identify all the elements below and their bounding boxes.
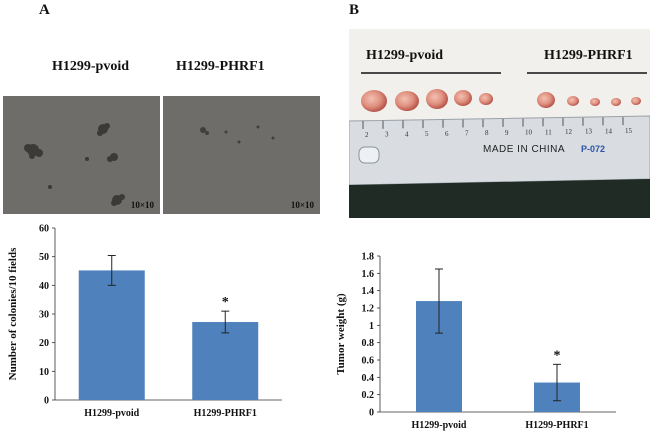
ruler-ticks: 2 3 4 5 6 7 8 9 10 11 12 13 14 15 (362, 117, 633, 139)
colony-count-chart: 0 10 20 30 40 50 60 Number of colonies/10 field… (7, 224, 282, 419)
panel-b-label-pvoid: H1299-pvoid (366, 48, 444, 63)
y-tick-label: 1.6 (362, 269, 375, 280)
x-tick-label: H1299-pvoid (411, 420, 466, 431)
y-tick-label: 1.2 (362, 304, 375, 315)
y-tick-label: 60 (39, 224, 49, 235)
bar-1 (78, 270, 145, 400)
ruler-number: 12 (565, 128, 573, 136)
tumor-10 (631, 97, 641, 105)
magnification-label-phrf1: 10×10 (290, 200, 314, 210)
ruler-number: 3 (385, 131, 389, 139)
tumor-9 (611, 98, 621, 106)
micrograph-pvoid: 10×10 (3, 96, 160, 214)
ruler-number: 9 (505, 129, 509, 137)
x-tick-label: H1299-pvoid (84, 408, 139, 419)
tumor-6 (537, 92, 555, 108)
y-tick-label: 0 (44, 396, 49, 407)
ruler-number: 4 (405, 130, 409, 138)
tumor-3 (426, 89, 448, 109)
ruler-number: 13 (585, 128, 593, 136)
colony-clusters-phrf1 (200, 125, 275, 144)
ruler-number: 5 (425, 130, 429, 138)
y-tick-label: 10 (39, 367, 49, 378)
tumor-8 (590, 98, 600, 106)
y-tick-label: 1.8 (362, 252, 375, 263)
tumor-photo: 2 3 4 5 6 7 8 9 10 11 12 13 14 15 H1299-pvoid H1299-P… (349, 29, 650, 218)
micrograph-phrf1: 10×10 (163, 96, 320, 214)
ruler-number: 8 (485, 129, 489, 137)
ruler-number: 2 (365, 131, 369, 139)
y-tick-label: 1 (369, 321, 374, 332)
ruler-number: 15 (625, 127, 633, 135)
tumor-1 (361, 90, 387, 112)
x-tick-label: H1299-PHRF1 (525, 420, 588, 431)
ruler-number: 10 (525, 129, 533, 137)
y-tick-label: 0.8 (362, 338, 375, 349)
y-tick-label: 40 (39, 281, 49, 292)
panel-a-label-pvoid: H1299-pvoid (52, 59, 130, 74)
panel-letter-b: B (349, 2, 360, 18)
y-tick-label: 50 (39, 252, 49, 263)
significance-marker: * (222, 295, 229, 310)
y-tick-label: 0.2 (362, 390, 375, 401)
y-tick-label: 0.6 (362, 356, 375, 367)
y-tick-label: 20 (39, 338, 49, 349)
y-tick-label: 1.4 (362, 286, 375, 297)
panel-a-label-phrf1: H1299-PHRF1 (176, 59, 265, 74)
tumor-7 (567, 96, 579, 106)
tumor-5 (479, 93, 493, 105)
panel-letter-a: A (39, 2, 50, 18)
y-axis-label: Number of colonies/10 fields (7, 247, 19, 380)
x-tick-label: H1299-PHRF1 (194, 408, 257, 419)
ruler-number: 11 (545, 128, 552, 136)
y-tick-label: 0.4 (362, 373, 375, 384)
tumor-weight-chart: 0 0.2 0.4 0.6 0.8 1 1.2 1.4 1.6 1.8 Tumor weight (… (335, 252, 616, 431)
ruler-number: 7 (465, 130, 469, 138)
panel-b-label-phrf1: H1299-PHRF1 (544, 48, 633, 63)
magnification-label-pvoid: 10×10 (130, 200, 154, 210)
significance-marker: * (554, 348, 561, 363)
y-tick-label: 30 (39, 310, 49, 321)
ruler-code: P-072 (581, 144, 606, 154)
colony-clusters-pvoid (24, 123, 125, 206)
y-axis-label: Tumor weight (g) (335, 293, 347, 375)
ruler-text: MADE IN CHINA (483, 144, 566, 155)
ruler-number: 6 (445, 130, 449, 138)
ruler-number: 14 (605, 127, 613, 135)
tumor-4 (454, 90, 472, 106)
tumor-photo-drawing: 2 3 4 5 6 7 8 9 10 11 12 13 14 15 (349, 29, 650, 218)
y-tick-label: 0 (369, 408, 374, 419)
tumor-2 (395, 91, 419, 111)
bar-2 (192, 322, 259, 400)
